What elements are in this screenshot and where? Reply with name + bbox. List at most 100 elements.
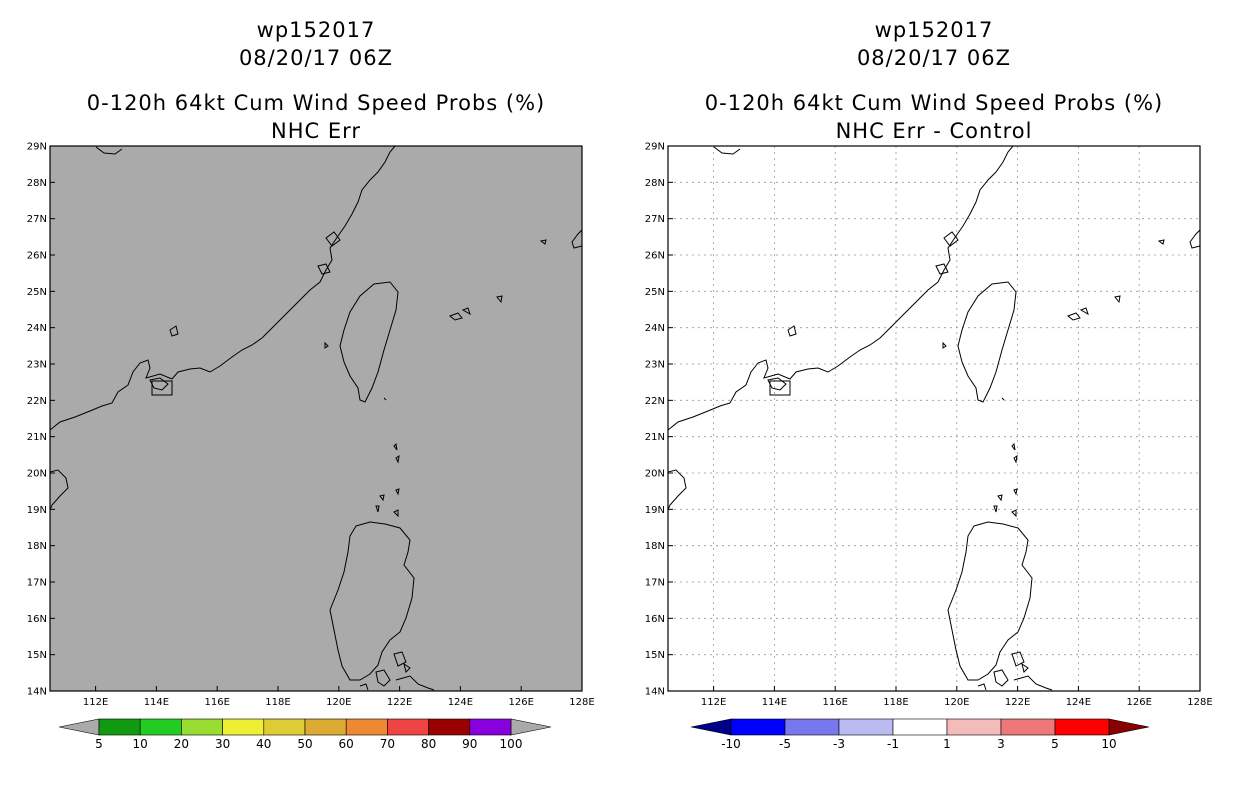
colorbar-swatch [387, 718, 429, 736]
colorbar-swatch [730, 718, 786, 736]
left-date-time: 08/20/17 06Z [238, 46, 394, 70]
colorbar-low-triangle [58, 718, 100, 736]
lat-tick-label: 26N [645, 251, 665, 262]
lon-tick-label: 112E [701, 697, 726, 708]
colorbar-swatch [892, 718, 948, 736]
right-map-background [668, 146, 1200, 691]
lon-tick-label: 114E [762, 697, 787, 708]
colorbar-label: 40 [256, 737, 271, 751]
lon-tick-label: 116E [204, 697, 229, 708]
lon-tick-label: 116E [822, 697, 847, 708]
lat-tick-label: 15N [27, 650, 47, 661]
lon-tick-label: 118E [883, 697, 908, 708]
colorbar-swatch [181, 718, 223, 736]
lat-tick-label: 19N [27, 505, 47, 516]
lat-tick-label: 22N [645, 396, 665, 407]
colorbar-label: 10 [133, 737, 148, 751]
colorbar-label: 30 [215, 737, 230, 751]
colorbar-swatch [345, 718, 388, 736]
lat-tick-label: 14N [27, 687, 47, 698]
lat-tick-label: 28N [645, 178, 665, 189]
lon-tick-label: 126E [508, 697, 533, 708]
left-map-ticks: 112E 114E 116E 118E 120E 122E 124E 126E 128E 29N 2… [27, 142, 595, 709]
lon-tick-label: 128E [1187, 697, 1212, 708]
lon-tick-label: 120E [944, 697, 969, 708]
lon-tick-label: 122E [387, 697, 412, 708]
lon-tick-label: 122E [1005, 697, 1030, 708]
colorbar-swatch [1000, 718, 1056, 736]
colorbar-swatch [469, 718, 512, 736]
lat-tick-label: 20N [645, 469, 665, 480]
lat-tick-label: 24N [27, 323, 47, 334]
lat-tick-label: 23N [27, 360, 47, 371]
colorbar-label: 20 [174, 737, 189, 751]
left-subtitle: NHC Err [270, 119, 361, 143]
lat-tick-label: 23N [645, 360, 665, 371]
right-subtitle: NHC Err - Control [835, 119, 1033, 143]
left-product-title: 0-120h 64kt Cum Wind Speed Probs (%) [86, 91, 546, 115]
colorbar-label: 50 [297, 737, 312, 751]
left-storm-id: wp152017 [256, 18, 376, 42]
right-date-time: 08/20/17 06Z [856, 46, 1012, 70]
lat-tick-label: 16N [27, 614, 47, 625]
colorbar-label: 60 [339, 737, 354, 751]
lat-tick-label: 26N [27, 251, 47, 262]
lat-tick-label: 21N [645, 432, 665, 443]
colorbar-swatch [838, 718, 894, 736]
right-map: 112E 114E 116E 118E 120E 122E 124E 126E 128E 29N 2… [645, 142, 1213, 709]
left-map: 112E 114E 116E 118E 120E 122E 124E 126E 128E 29N 2… [27, 142, 595, 709]
lat-tick-label: 14N [645, 687, 665, 698]
colorbar-label: 3 [997, 737, 1005, 751]
lat-tick-label: 29N [645, 142, 665, 153]
colorbar-swatch [304, 718, 347, 736]
lat-tick-label: 20N [27, 469, 47, 480]
colorbar-swatch [428, 718, 471, 736]
lon-tick-label: 124E [1066, 697, 1091, 708]
lon-tick-label: 126E [1126, 697, 1151, 708]
colorbar-label: 1 [943, 737, 951, 751]
lat-tick-label: 22N [27, 396, 47, 407]
lat-tick-label: 19N [645, 505, 665, 516]
colorbar-low-triangle [690, 718, 732, 736]
lat-tick-label: 25N [645, 287, 665, 298]
colorbar-swatch [1054, 718, 1110, 736]
colorbar-label: 10 [1101, 737, 1116, 751]
left-map-background [50, 146, 582, 691]
colorbar-label: 90 [462, 737, 477, 751]
lat-tick-label: 15N [645, 650, 665, 661]
lon-tick-label: 128E [569, 697, 594, 708]
colorbar-high-triangle [1108, 718, 1150, 736]
lon-tick-label: 112E [83, 697, 108, 708]
right-storm-id: wp152017 [874, 18, 994, 42]
left-colorbar: 5 10 20 30 40 50 60 70 80 90 100 [58, 718, 552, 751]
colorbar-swatch [222, 718, 265, 736]
colorbar-high-triangle [510, 718, 552, 736]
lat-tick-label: 18N [27, 541, 47, 552]
lat-tick-label: 16N [645, 614, 665, 625]
right-map-gridlines [668, 146, 1200, 691]
right-map-ticks: 112E 114E 116E 118E 120E 122E 124E 126E 128E 29N 2… [645, 142, 1213, 709]
colorbar-label: 5 [95, 737, 103, 751]
lat-tick-label: 24N [645, 323, 665, 334]
colorbar-label: -5 [779, 737, 791, 751]
right-colorbar: -10 -5 -3 -1 1 3 5 10 [690, 718, 1150, 751]
colorbar-label: 80 [421, 737, 436, 751]
lat-tick-label: 17N [27, 578, 47, 589]
right-product-title: 0-120h 64kt Cum Wind Speed Probs (%) [704, 91, 1164, 115]
colorbar-label: -10 [721, 737, 741, 751]
colorbar-swatch [263, 718, 306, 736]
colorbar-label: 5 [1051, 737, 1059, 751]
lat-tick-label: 27N [27, 214, 47, 225]
colorbar-swatch [946, 718, 1002, 736]
colorbar-label: 70 [380, 737, 395, 751]
lon-tick-label: 114E [144, 697, 169, 708]
colorbar-label: -1 [887, 737, 899, 751]
lon-tick-label: 124E [448, 697, 473, 708]
lat-tick-label: 18N [645, 541, 665, 552]
colorbar-label: -3 [833, 737, 845, 751]
lat-tick-label: 17N [645, 578, 665, 589]
lon-tick-label: 120E [326, 697, 351, 708]
lat-tick-label: 25N [27, 287, 47, 298]
lat-tick-label: 29N [27, 142, 47, 153]
colorbar-swatch [784, 718, 840, 736]
